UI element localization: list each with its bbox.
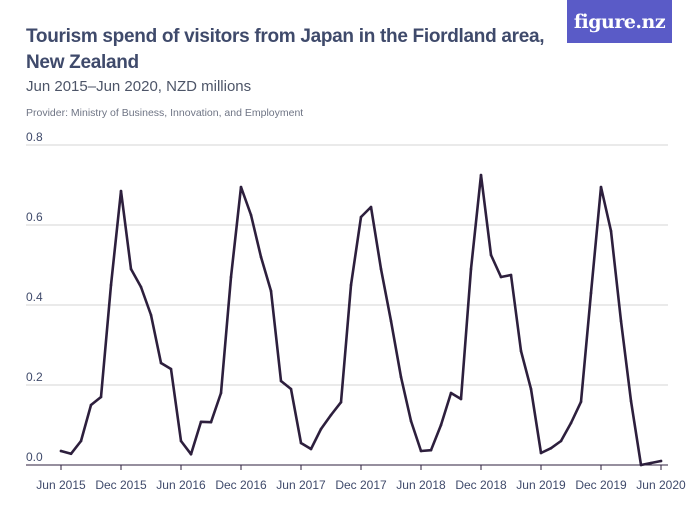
chart-subtitle: Jun 2015–Jun 2020, NZD millions xyxy=(26,78,252,95)
data-point xyxy=(589,291,593,295)
data-point xyxy=(549,446,553,450)
data-point xyxy=(99,395,103,399)
data-point xyxy=(579,400,583,404)
y-tick-label: 0.6 xyxy=(26,210,43,224)
data-point xyxy=(259,255,263,259)
data-point xyxy=(299,441,303,445)
chart-title: Tourism spend of visitors from Japan in … xyxy=(26,26,545,73)
x-tick-label: Jun 2015 xyxy=(36,478,86,492)
data-point xyxy=(559,439,563,443)
data-point xyxy=(509,273,513,277)
data-point xyxy=(399,375,403,379)
data-point xyxy=(179,439,183,443)
y-tick-label: 0.8 xyxy=(26,130,43,144)
data-point xyxy=(619,319,623,323)
x-tick-label: Dec 2019 xyxy=(575,478,627,492)
data-point xyxy=(329,413,333,417)
data-point xyxy=(599,185,603,189)
data-point xyxy=(229,275,233,279)
x-tick-label: Dec 2015 xyxy=(95,478,147,492)
data-point xyxy=(379,267,383,271)
y-axis-ticks: 0.0 0.2 0.4 0.6 0.8 xyxy=(26,130,43,464)
x-tick-label: Jun 2018 xyxy=(396,478,446,492)
data-point xyxy=(239,185,243,189)
data-point xyxy=(519,349,523,353)
x-tick-label: Jun 2016 xyxy=(156,478,206,492)
gridlines xyxy=(26,144,668,386)
x-tick-label: Dec 2016 xyxy=(215,478,267,492)
data-point xyxy=(459,397,463,401)
data-point xyxy=(499,275,503,279)
data-point xyxy=(209,420,213,424)
data-point xyxy=(629,399,633,403)
y-tick-label: 0.0 xyxy=(26,450,43,464)
x-tick-label: Dec 2017 xyxy=(335,478,387,492)
data-point xyxy=(149,313,153,317)
data-point xyxy=(169,367,173,371)
data-point xyxy=(249,213,253,217)
data-point xyxy=(469,267,473,271)
data-point xyxy=(159,361,163,365)
data-point xyxy=(319,427,323,431)
data-point xyxy=(289,387,293,391)
data-point xyxy=(109,283,113,287)
x-tick-label: Jun 2019 xyxy=(516,478,566,492)
data-point xyxy=(279,379,283,383)
data-point xyxy=(649,461,653,465)
data-point xyxy=(489,253,493,257)
y-tick-label: 0.4 xyxy=(26,290,43,304)
data-point xyxy=(139,285,143,289)
data-provider: Provider: Ministry of Business, Innovati… xyxy=(26,107,304,119)
data-point xyxy=(419,449,423,453)
data-point xyxy=(89,403,93,407)
data-point xyxy=(119,189,123,193)
data-point xyxy=(639,463,643,467)
x-tick-label: Jun 2020 xyxy=(636,478,686,492)
data-point xyxy=(189,452,193,456)
data-point xyxy=(389,319,393,323)
x-tick-label: Jun 2017 xyxy=(276,478,326,492)
data-point xyxy=(199,420,203,424)
x-tick-label: Dec 2018 xyxy=(455,478,507,492)
data-point xyxy=(369,205,373,209)
data-point xyxy=(529,387,533,391)
series-layer xyxy=(59,173,663,467)
data-point xyxy=(539,451,543,455)
y-tick-label: 0.2 xyxy=(26,370,43,384)
data-point xyxy=(269,289,273,293)
data-point xyxy=(569,421,573,425)
figure-nz-logo[interactable]: figure.nz xyxy=(567,0,672,43)
series-line xyxy=(59,173,663,467)
data-point xyxy=(609,229,613,233)
data-point xyxy=(59,449,63,453)
data-point xyxy=(409,419,413,423)
data-point xyxy=(79,439,83,443)
x-axis: Jun 2015 Dec 2015 Jun 2016 Dec 2016 Jun 2017… xyxy=(26,464,686,492)
data-point xyxy=(219,391,223,395)
data-point xyxy=(339,400,343,404)
data-point xyxy=(449,391,453,395)
data-point xyxy=(69,452,73,456)
data-point xyxy=(129,267,133,271)
data-point xyxy=(309,447,313,451)
data-point xyxy=(439,423,443,427)
data-point xyxy=(359,215,363,219)
data-point xyxy=(479,173,483,177)
data-point xyxy=(659,459,663,463)
data-point xyxy=(429,448,433,452)
data-point xyxy=(349,283,353,287)
